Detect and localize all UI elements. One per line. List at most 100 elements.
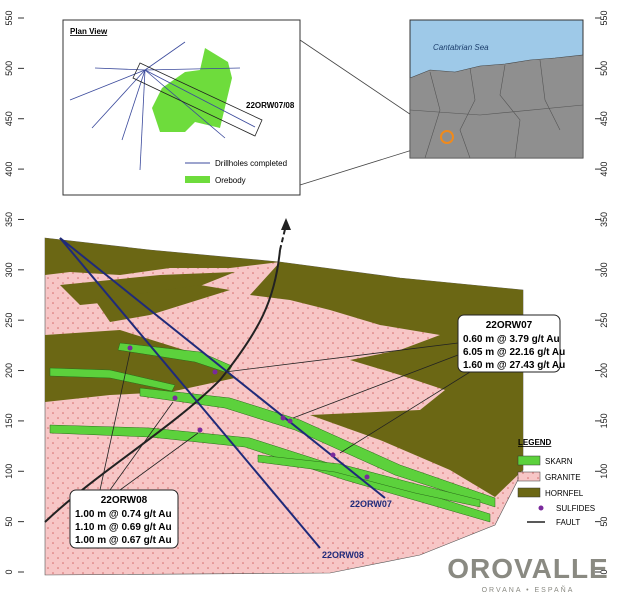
shape <box>424 71 441 159</box>
elevation-label: 550 <box>4 10 14 25</box>
elevation-label: 500 <box>599 61 609 76</box>
elevation-label: 0 <box>4 569 14 574</box>
drillhole <box>59 237 321 549</box>
elevation-label: 350 <box>599 212 609 227</box>
shape <box>287 418 293 424</box>
legend-item: FAULT <box>556 518 580 527</box>
plan-hole-label: 22ORW07/08 <box>246 101 295 110</box>
callout-title: 22ORW08 <box>101 495 148 506</box>
hornfels <box>45 330 235 402</box>
elevation-label: 250 <box>599 313 609 328</box>
shape <box>139 69 146 171</box>
elevation-label: 200 <box>599 363 609 378</box>
shape <box>539 59 561 131</box>
shape <box>517 471 541 482</box>
callout-line: 0.60 m @ 3.79 g/t Au <box>463 334 560 345</box>
legend-item: GRANITE <box>545 473 581 482</box>
shape <box>409 104 584 116</box>
legend-title: LEGEND <box>518 438 552 447</box>
hornfels <box>250 262 523 497</box>
shape <box>517 455 541 466</box>
legend-item: SULFIDES <box>556 504 595 513</box>
leader-lines <box>99 342 471 491</box>
shape <box>69 69 146 101</box>
callout-line: 1.00 m @ 0.67 g/t Au <box>75 535 172 546</box>
fault-extension <box>279 224 287 251</box>
shape <box>440 130 454 144</box>
plan-title: Plan View <box>70 27 108 36</box>
shape <box>409 54 584 159</box>
shape <box>364 474 370 480</box>
shape <box>499 64 521 159</box>
elevation-label: 400 <box>4 162 14 177</box>
shape <box>132 62 263 137</box>
shape <box>119 432 199 491</box>
elevation-label: 250 <box>4 313 14 328</box>
callout: 22ORW08 1.00 m @ 0.74 g/t Au 1.10 m @ 0.… <box>69 489 179 549</box>
shape <box>292 354 459 419</box>
callout-line: 1.00 m @ 0.74 g/t Au <box>75 509 172 520</box>
callout: 22ORW07 0.60 m @ 3.79 g/t Au 6.05 m @ 22… <box>457 314 565 373</box>
logo-name: OROVALLE <box>447 553 608 584</box>
elevation-label: 450 <box>4 111 14 126</box>
drillhole-label: 22ORW07 <box>350 499 392 509</box>
shape <box>144 67 241 71</box>
shape <box>538 505 544 511</box>
shape <box>127 345 133 351</box>
sulfides <box>127 345 370 480</box>
location-map: Cantabrian Sea <box>409 19 584 159</box>
fault <box>44 249 281 523</box>
skarn <box>49 367 176 392</box>
shape <box>172 395 178 401</box>
elevation-label: 500 <box>4 61 14 76</box>
elevation-label: 50 <box>4 517 14 527</box>
shape <box>144 69 226 139</box>
elevation-label: 300 <box>599 262 609 277</box>
plan-legend-item: Orebody <box>215 176 246 185</box>
callout-title: 22ORW07 <box>486 320 533 331</box>
shape <box>517 487 541 498</box>
shape <box>69 489 179 549</box>
skarn <box>139 387 496 508</box>
shape <box>99 351 131 491</box>
elevation-label: 400 <box>599 162 609 177</box>
sea-label: Cantabrian Sea <box>433 43 489 52</box>
elevation-label: 200 <box>4 363 14 378</box>
elevation-label: 350 <box>4 212 14 227</box>
elevation-label: 100 <box>4 464 14 479</box>
hornfels <box>60 272 235 305</box>
hornfels <box>45 238 280 275</box>
elevation-label: 0 <box>599 569 609 574</box>
legend-item: HORNFEL <box>545 489 584 498</box>
shape <box>330 452 336 458</box>
shape <box>339 371 471 454</box>
shape <box>144 41 186 71</box>
shape <box>152 48 232 132</box>
shape <box>197 427 203 433</box>
shape <box>224 342 459 373</box>
shape <box>409 59 584 159</box>
callout-line: 1.60 m @ 27.43 g/t Au <box>463 360 565 371</box>
drillhole-label: 22ORW08 <box>322 550 364 560</box>
callout-line: 6.05 m @ 22.16 g/t Au <box>463 347 565 358</box>
logo-tagline: ORVANA • ESPAÑA <box>482 585 575 594</box>
shape <box>109 401 174 491</box>
elevation-label: 550 <box>599 10 609 25</box>
fault-arrow <box>281 218 291 230</box>
legend-item: SKARN <box>545 457 573 466</box>
shape <box>280 415 286 421</box>
elevation-label: 450 <box>599 111 609 126</box>
shape <box>457 314 561 373</box>
callout-line: 1.10 m @ 0.69 g/t Au <box>75 522 172 533</box>
plan-legend-item: Drillholes completed <box>215 159 287 168</box>
shape <box>212 369 218 375</box>
elevation-axis: 0 0 50 50 100 100 150 150 200 200 250 250 300 300 350 3… <box>4 10 609 574</box>
logo: OROVALLE ORVANA • ESPAÑA <box>447 553 608 594</box>
elevation-label: 300 <box>4 262 14 277</box>
legend: LEGEND SKARN GRANITE HORNFEL SULFIDES FA… <box>517 438 595 527</box>
shape <box>185 176 210 183</box>
elevation-label: 150 <box>4 413 14 428</box>
elevation-label: 100 <box>599 464 609 479</box>
elevation-label: 50 <box>599 517 609 527</box>
